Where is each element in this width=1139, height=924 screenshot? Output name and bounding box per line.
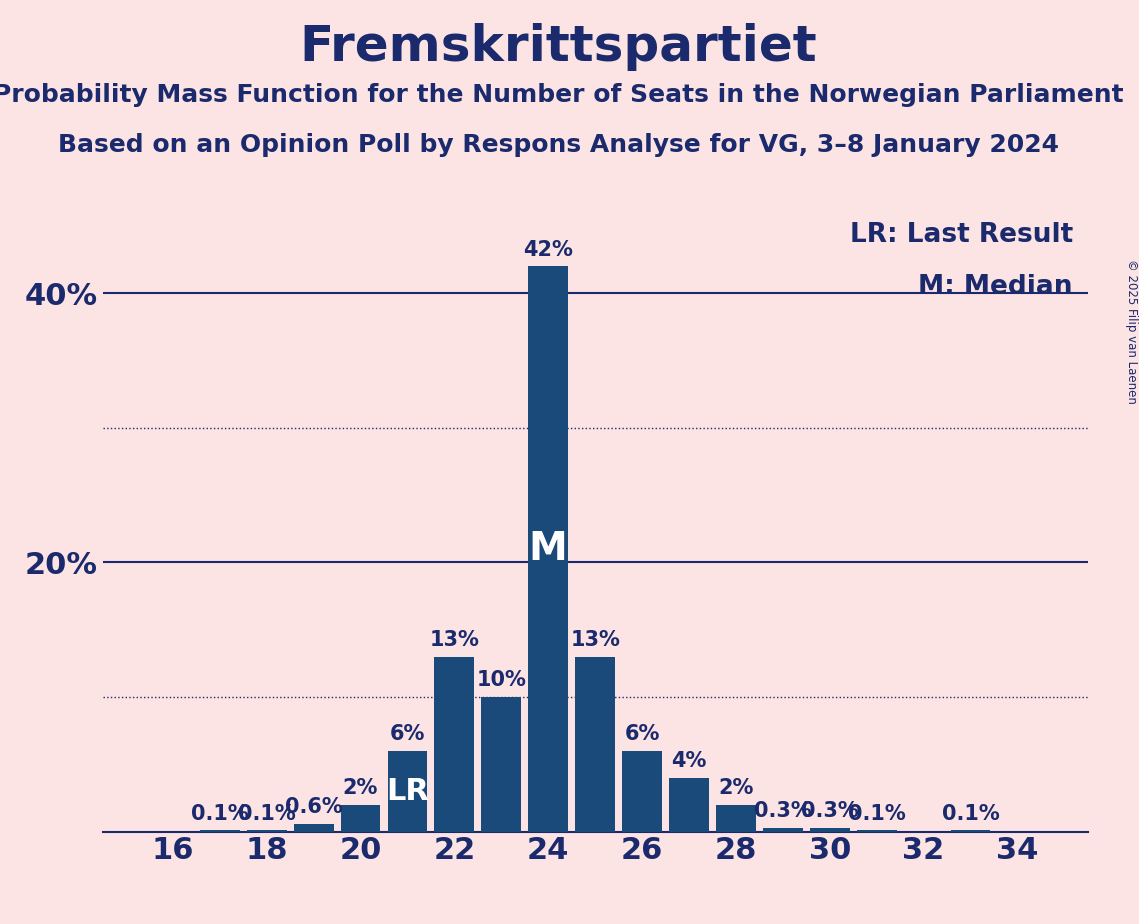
Text: 0.1%: 0.1%	[847, 804, 906, 823]
Text: 2%: 2%	[343, 778, 378, 798]
Bar	[951, 831, 991, 832]
Text: 0.3%: 0.3%	[801, 801, 859, 821]
Text: © 2025 Filip van Laenen: © 2025 Filip van Laenen	[1124, 259, 1138, 404]
Text: Fremskrittspartiet: Fremskrittspartiet	[300, 23, 817, 71]
Bar	[528, 266, 568, 832]
Text: M: Median: M: Median	[918, 274, 1073, 300]
Text: 6%: 6%	[624, 724, 659, 744]
Text: 0.6%: 0.6%	[285, 796, 343, 817]
Bar	[341, 805, 380, 832]
Text: 4%: 4%	[671, 751, 706, 771]
Bar	[716, 805, 756, 832]
Text: M: M	[528, 530, 567, 568]
Text: Based on an Opinion Poll by Respons Analyse for VG, 3–8 January 2024: Based on an Opinion Poll by Respons Anal…	[58, 133, 1058, 157]
Bar	[763, 828, 803, 832]
Text: 0.1%: 0.1%	[238, 804, 296, 823]
Text: 13%: 13%	[429, 630, 480, 650]
Text: 0.1%: 0.1%	[191, 804, 248, 823]
Text: Probability Mass Function for the Number of Seats in the Norwegian Parliament: Probability Mass Function for the Number…	[0, 83, 1123, 107]
Bar	[482, 697, 522, 832]
Text: 42%: 42%	[523, 239, 573, 260]
Text: 0.3%: 0.3%	[754, 801, 812, 821]
Bar	[434, 657, 474, 832]
Text: 2%: 2%	[719, 778, 754, 798]
Bar	[669, 778, 708, 832]
Text: LR: Last Result: LR: Last Result	[850, 222, 1073, 248]
Text: 0.1%: 0.1%	[942, 804, 999, 823]
Bar	[810, 828, 850, 832]
Bar	[575, 657, 615, 832]
Bar	[857, 831, 896, 832]
Bar	[294, 823, 334, 832]
Text: 10%: 10%	[476, 670, 526, 690]
Text: 6%: 6%	[390, 724, 425, 744]
Bar	[622, 751, 662, 832]
Bar	[199, 831, 239, 832]
Text: LR: LR	[386, 777, 429, 806]
Bar	[387, 751, 427, 832]
Bar	[247, 831, 287, 832]
Text: 13%: 13%	[571, 630, 620, 650]
